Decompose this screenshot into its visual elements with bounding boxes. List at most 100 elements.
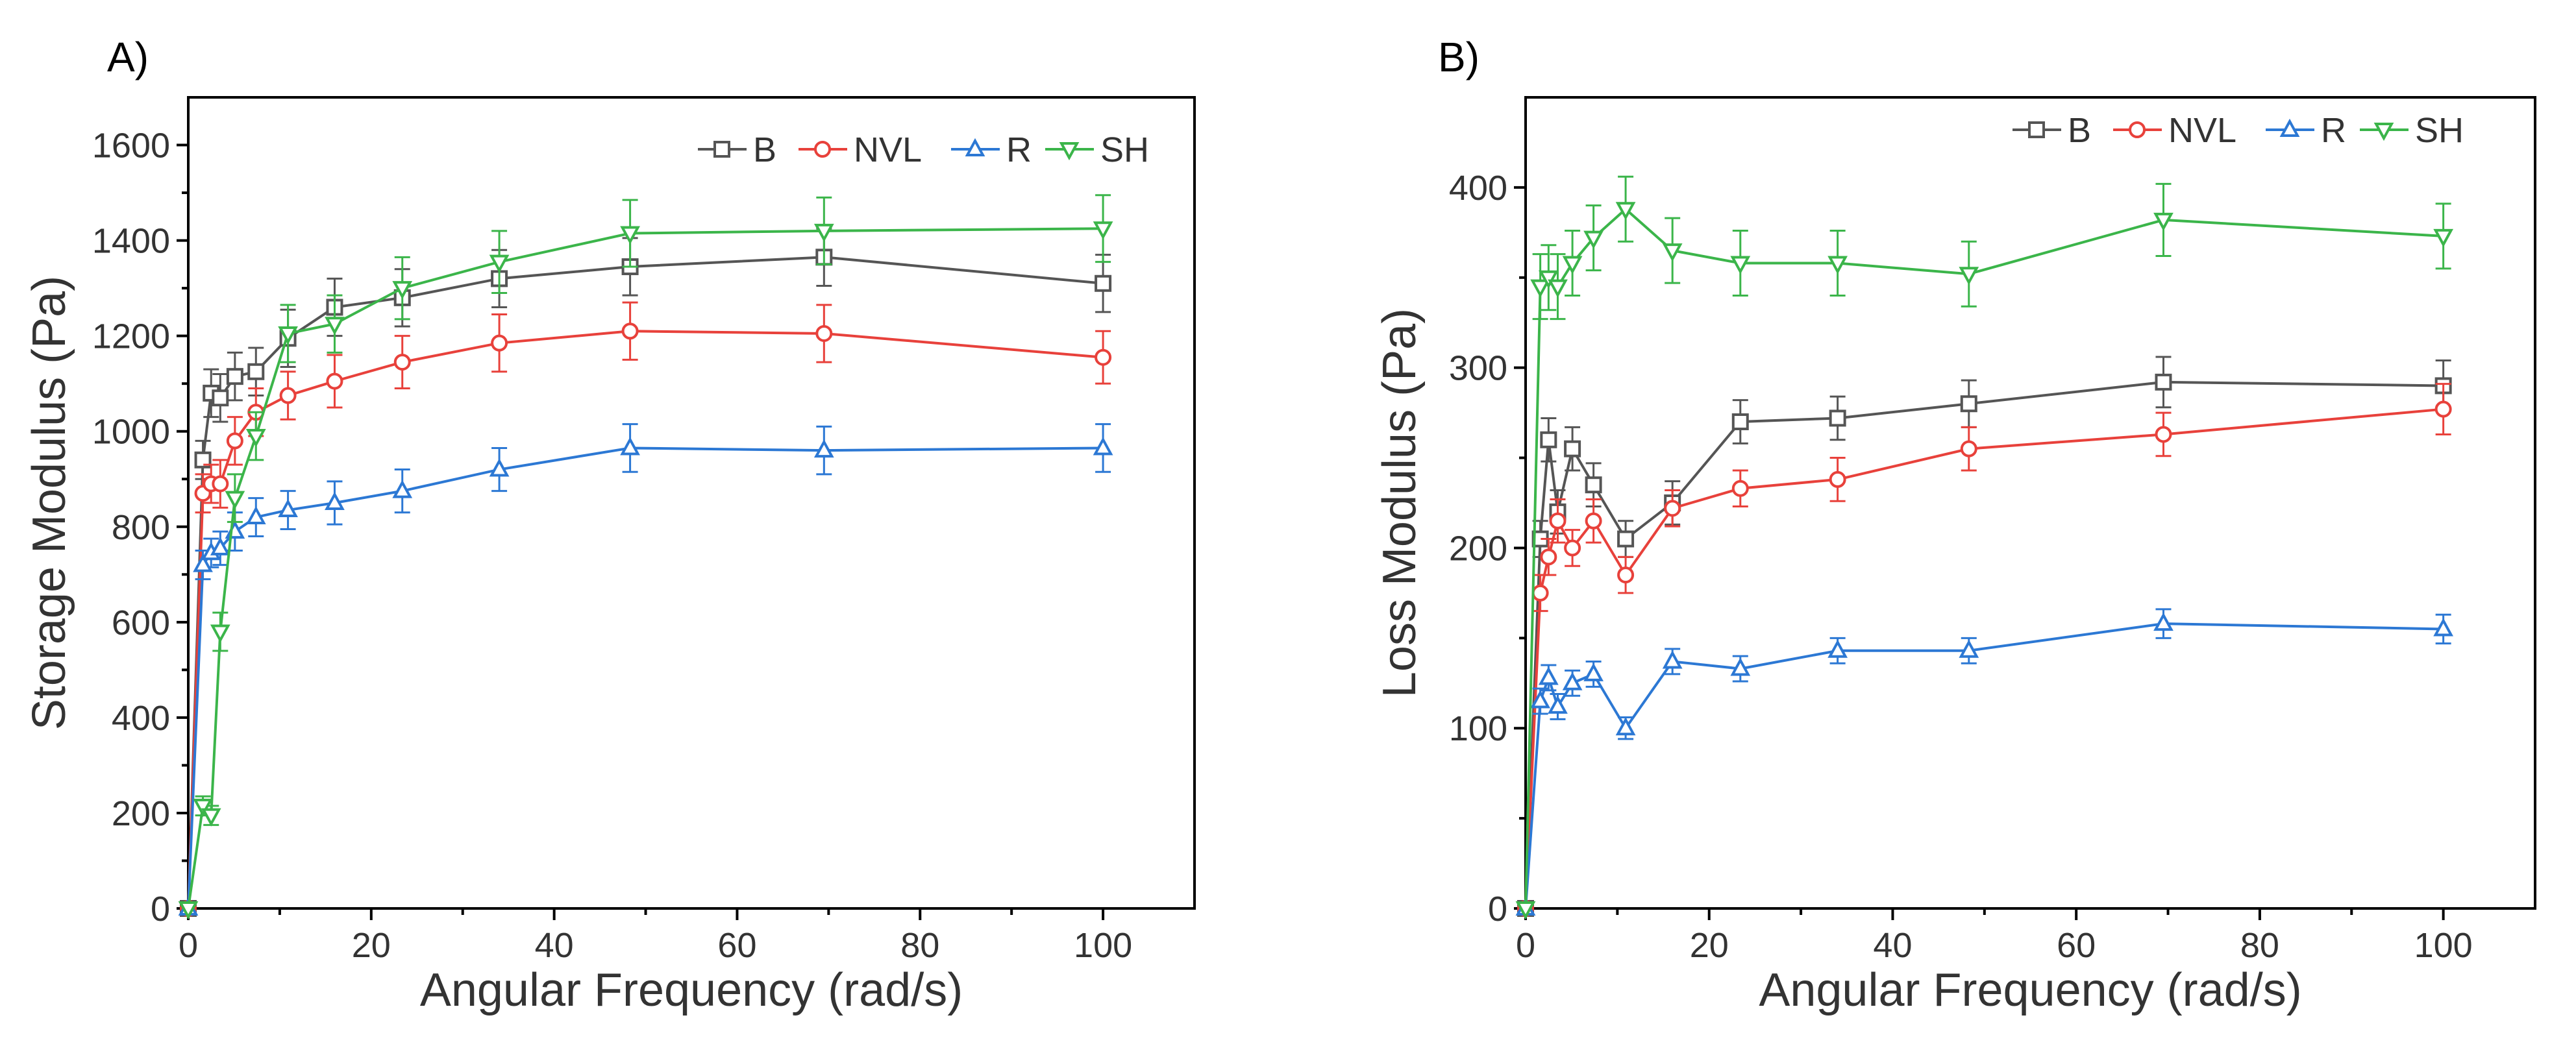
panel-b-chart: B) 0 20 40 60 80 100 0 100 200 300 400 Angular Frequ…: [1374, 34, 2536, 1016]
data-point: [620, 437, 640, 456]
data-point: [1583, 230, 1604, 249]
data-point: [2433, 228, 2454, 248]
legend-label: R: [1006, 130, 1032, 169]
series-nvl: [180, 301, 1112, 917]
data-point: [1585, 512, 1602, 529]
data-point: [393, 354, 411, 371]
legend-item-nvl: NVL: [2113, 111, 2236, 150]
legend-label: B: [2068, 111, 2091, 150]
data-point: [226, 432, 243, 450]
y-tick-label: 400: [112, 699, 170, 738]
series-r: [178, 423, 1113, 916]
legend-item-r: R: [951, 130, 1032, 169]
data-point: [245, 505, 266, 525]
data-point: [489, 254, 510, 273]
data-point: [226, 368, 243, 385]
x-tick-label: 20: [352, 926, 391, 965]
data-point: [1095, 348, 1112, 366]
data-point: [1662, 243, 1683, 262]
series-line: [187, 330, 1104, 909]
data-point: [2155, 426, 2172, 443]
data-point: [1959, 639, 1979, 658]
data-point: [1549, 512, 1567, 529]
panel-label: A): [107, 34, 149, 80]
legend-label: NVL: [2168, 111, 2236, 150]
data-point: [1959, 267, 1979, 286]
series-sh: [1515, 175, 2454, 920]
data-point: [1095, 274, 1112, 292]
data-point: [1583, 663, 1604, 681]
x-tick-label: 40: [1873, 926, 1912, 965]
legend-marker: [2129, 121, 2146, 138]
series-line: [187, 256, 1104, 909]
y-tick-label: 600: [112, 603, 170, 642]
data-point: [1615, 202, 1636, 221]
data-point: [1730, 657, 1751, 676]
data-point: [193, 798, 213, 818]
data-point: [1731, 413, 1749, 430]
data-point: [815, 324, 833, 342]
legend-label: SH: [2415, 111, 2464, 150]
data-point: [1960, 440, 1977, 457]
legend-marker: [1059, 142, 1080, 161]
data-point: [212, 389, 229, 407]
y-tick-label: 800: [112, 508, 170, 547]
data-point: [212, 475, 229, 493]
data-point: [1829, 470, 1846, 488]
data-point: [225, 520, 245, 539]
data-point: [489, 458, 510, 477]
data-point: [392, 281, 413, 300]
data-point: [247, 363, 265, 380]
data-point: [1538, 270, 1559, 289]
series-line: [187, 446, 1104, 909]
data-point: [2433, 618, 2454, 637]
data-point: [1531, 584, 1549, 602]
legend-item-r: R: [2266, 111, 2346, 150]
y-tick-label: 1200: [92, 317, 170, 356]
x-tick-label: 40: [535, 926, 574, 965]
data-point: [2153, 612, 2174, 631]
data-point: [201, 808, 221, 827]
y-tick-label: 1400: [92, 222, 170, 261]
y-tick-label: 0: [151, 890, 170, 929]
legend-item-nvl: NVL: [799, 130, 922, 169]
legend-item-sh: SH: [2360, 111, 2464, 150]
data-point: [210, 537, 230, 555]
data-point: [1093, 221, 1113, 240]
data-point: [1562, 256, 1583, 274]
data-point: [326, 372, 343, 390]
data-point: [245, 429, 266, 448]
series-b: [1517, 356, 2452, 917]
x-tick-label: 20: [1690, 926, 1729, 965]
legend-label: NVL: [854, 130, 922, 169]
data-point: [1827, 256, 1848, 274]
data-point: [392, 480, 413, 498]
data-point: [1564, 440, 1581, 457]
plot-frame: [187, 96, 1196, 910]
data-point: [1093, 437, 1113, 456]
y-tick-label: 1600: [92, 127, 170, 165]
series-line: [1524, 380, 2444, 909]
data-point: [491, 334, 508, 352]
data-point: [225, 491, 245, 509]
legend-label: R: [2321, 111, 2346, 150]
x-tick-label: 0: [179, 926, 198, 965]
x-tick-label: 100: [1074, 926, 1132, 965]
data-point: [325, 491, 345, 510]
x-tick-label: 60: [717, 926, 756, 965]
y-tick-label: 0: [1488, 890, 1507, 929]
plot-frame: [1524, 96, 2536, 910]
data-point: [2434, 400, 2452, 418]
data-point: [1538, 666, 1559, 685]
data-point: [1662, 650, 1683, 669]
data-point: [621, 322, 639, 340]
data-point: [1827, 639, 1848, 658]
panel-label: B): [1438, 34, 1480, 80]
data-point: [2153, 212, 2174, 232]
x-tick-label: 80: [900, 926, 939, 965]
y-tick-label: 200: [1449, 529, 1507, 568]
data-point: [178, 901, 199, 920]
data-point: [1829, 409, 1846, 427]
data-point: [1515, 901, 1536, 920]
